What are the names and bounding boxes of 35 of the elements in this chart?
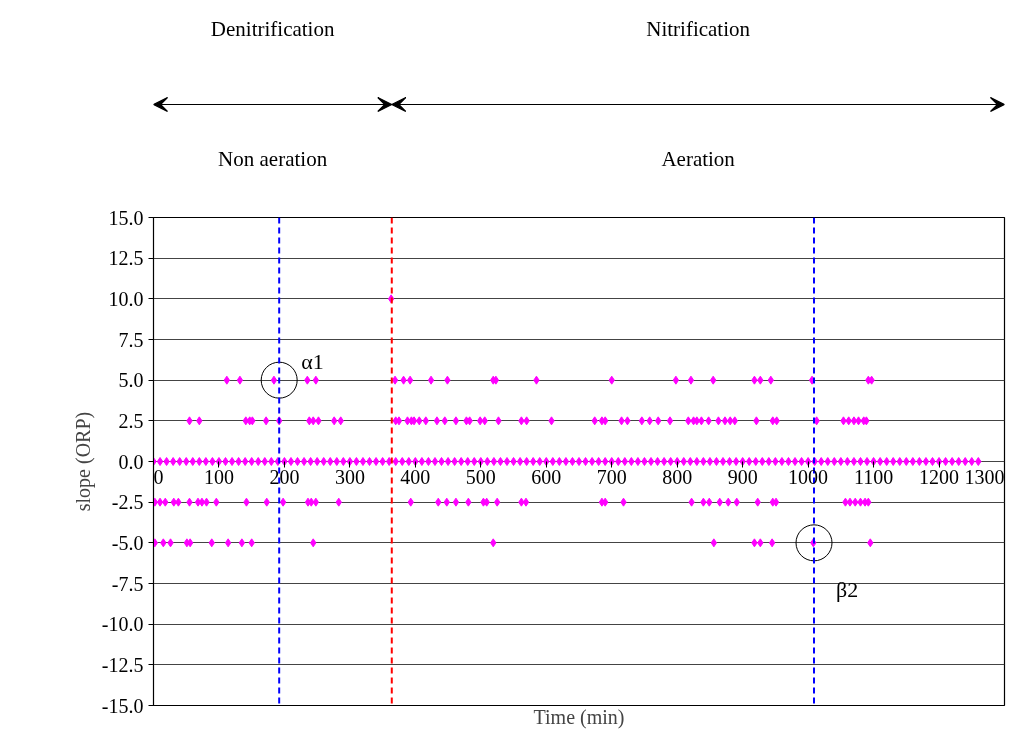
x-tick-label: 600: [531, 465, 562, 488]
y-tick-label: 15.0: [108, 206, 144, 229]
y-tick-label: 12.5: [108, 247, 144, 270]
x-tick-label: 1100: [853, 465, 894, 488]
x-tick-label: 0: [153, 465, 164, 488]
y-tick-label: 7.5: [118, 328, 144, 351]
y-tick-label: 10.0: [108, 287, 144, 310]
y-tick-label: -7.5: [111, 572, 144, 595]
text: Denitrification: [210, 16, 335, 41]
y-tick-label: -2.5: [111, 491, 144, 514]
y-tick-label: -5.0: [111, 531, 144, 554]
text: Aeration: [661, 146, 736, 171]
text: Nitrification: [646, 16, 751, 41]
annotation: α1: [301, 349, 324, 375]
y-axis-title: slope (ORP): [71, 411, 95, 512]
x-tick-label: 800: [662, 465, 693, 488]
x-tick-label: 1200: [919, 465, 960, 488]
x-tick-label: 100: [203, 465, 234, 488]
x-tick-label: 500: [465, 465, 496, 488]
y-tick-label: -12.5: [101, 653, 144, 676]
x-tick-label: 700: [596, 465, 627, 488]
x-tick-label: 400: [400, 465, 431, 488]
annotation: β2: [836, 576, 859, 602]
x-tick-label: 1300: [964, 465, 1005, 488]
x-tick-label: 200: [269, 465, 300, 488]
y-tick-label: -15.0: [101, 694, 144, 717]
y-tick-label: 2.5: [118, 409, 144, 432]
text: Non aeration: [218, 146, 328, 171]
y-tick-label: 0.0: [118, 450, 144, 473]
y-tick-label: 5.0: [118, 369, 144, 392]
x-tick-label: 300: [334, 465, 365, 488]
x-tick-label: 1000: [788, 465, 829, 488]
x-tick-label: 900: [727, 465, 758, 488]
x-axis-title: Time (min): [533, 705, 625, 729]
y-tick-label: -10.0: [101, 613, 144, 636]
